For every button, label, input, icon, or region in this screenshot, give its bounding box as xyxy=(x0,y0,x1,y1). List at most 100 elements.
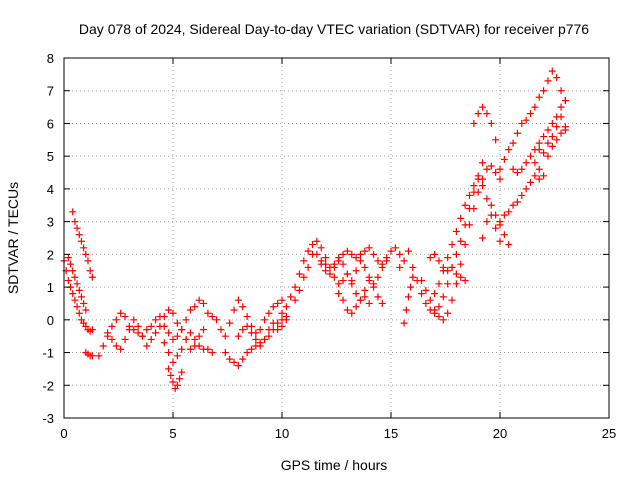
data-point xyxy=(282,303,290,311)
data-point xyxy=(435,257,443,265)
data-point xyxy=(247,329,255,337)
data-point xyxy=(527,152,535,160)
data-point xyxy=(178,326,186,334)
x-tick-label: 5 xyxy=(169,426,176,441)
data-point xyxy=(557,103,565,111)
data-point xyxy=(391,244,399,252)
data-point xyxy=(86,267,94,275)
data-point xyxy=(365,244,373,252)
data-point xyxy=(195,332,203,340)
data-point xyxy=(496,237,504,245)
data-point xyxy=(261,335,269,343)
data-point xyxy=(291,296,299,304)
data-point xyxy=(169,358,177,366)
data-point xyxy=(186,329,194,337)
data-point xyxy=(117,345,125,353)
data-point xyxy=(370,250,378,258)
data-point xyxy=(396,250,404,258)
data-point xyxy=(457,273,465,281)
data-point xyxy=(69,208,77,216)
data-point xyxy=(125,326,133,334)
y-tick-label: -3 xyxy=(42,411,54,426)
data-point xyxy=(226,355,234,363)
data-point xyxy=(474,188,482,196)
data-point xyxy=(82,250,90,258)
data-point xyxy=(470,119,478,127)
y-tick-label: 0 xyxy=(47,313,54,328)
data-point xyxy=(418,290,426,298)
data-point xyxy=(500,155,508,163)
data-point xyxy=(134,322,142,330)
data-point xyxy=(317,257,325,265)
y-tick-label: 1 xyxy=(47,280,54,295)
data-point xyxy=(278,322,286,330)
data-point xyxy=(548,119,556,127)
data-point xyxy=(509,201,517,209)
data-point xyxy=(73,303,81,311)
data-point xyxy=(108,322,116,330)
data-point xyxy=(252,335,260,343)
data-point xyxy=(239,303,247,311)
data-point xyxy=(505,208,513,216)
data-point xyxy=(426,296,434,304)
data-point xyxy=(73,224,81,232)
data-point xyxy=(339,296,347,304)
data-point xyxy=(448,241,456,249)
data-point xyxy=(88,352,96,360)
x-tick-label: 20 xyxy=(493,426,507,441)
data-point xyxy=(165,306,173,314)
data-point xyxy=(557,113,565,121)
data-point xyxy=(540,87,548,95)
data-point xyxy=(448,296,456,304)
data-point xyxy=(339,250,347,258)
data-point xyxy=(234,332,242,340)
data-point xyxy=(335,280,343,288)
data-point xyxy=(160,313,168,321)
data-point xyxy=(444,309,452,317)
data-point xyxy=(230,306,238,314)
data-point xyxy=(431,290,439,298)
data-point xyxy=(134,329,142,337)
data-point xyxy=(540,149,548,157)
data-point xyxy=(553,74,561,82)
y-tick-label: 8 xyxy=(47,51,54,66)
y-tick-label: 3 xyxy=(47,215,54,230)
data-point xyxy=(112,316,120,324)
data-point xyxy=(71,296,79,304)
data-point xyxy=(104,332,112,340)
data-point xyxy=(84,257,92,265)
data-point xyxy=(557,129,565,137)
data-point xyxy=(335,290,343,298)
data-point xyxy=(64,277,72,285)
data-point xyxy=(535,165,543,173)
data-point xyxy=(435,313,443,321)
data-point xyxy=(452,270,460,278)
data-point xyxy=(402,306,410,314)
data-point xyxy=(165,329,173,337)
data-point xyxy=(117,309,125,317)
data-point xyxy=(531,159,539,167)
data-point xyxy=(165,365,173,373)
data-point xyxy=(553,136,561,144)
data-point xyxy=(121,335,129,343)
data-point xyxy=(182,335,190,343)
data-point xyxy=(191,335,199,343)
data-point xyxy=(213,316,221,324)
data-point xyxy=(487,162,495,170)
data-point xyxy=(195,296,203,304)
data-point xyxy=(295,286,303,294)
data-point xyxy=(461,201,469,209)
data-point xyxy=(474,175,482,183)
data-point xyxy=(522,116,530,124)
data-point xyxy=(535,175,543,183)
data-point xyxy=(138,332,146,340)
data-point xyxy=(352,254,360,262)
data-point xyxy=(505,146,513,154)
y-tick-label: 2 xyxy=(47,247,54,262)
data-point xyxy=(352,303,360,311)
data-point xyxy=(326,263,334,271)
data-point xyxy=(317,244,325,252)
data-point xyxy=(80,299,88,307)
data-point xyxy=(535,146,543,154)
data-point xyxy=(400,319,408,327)
